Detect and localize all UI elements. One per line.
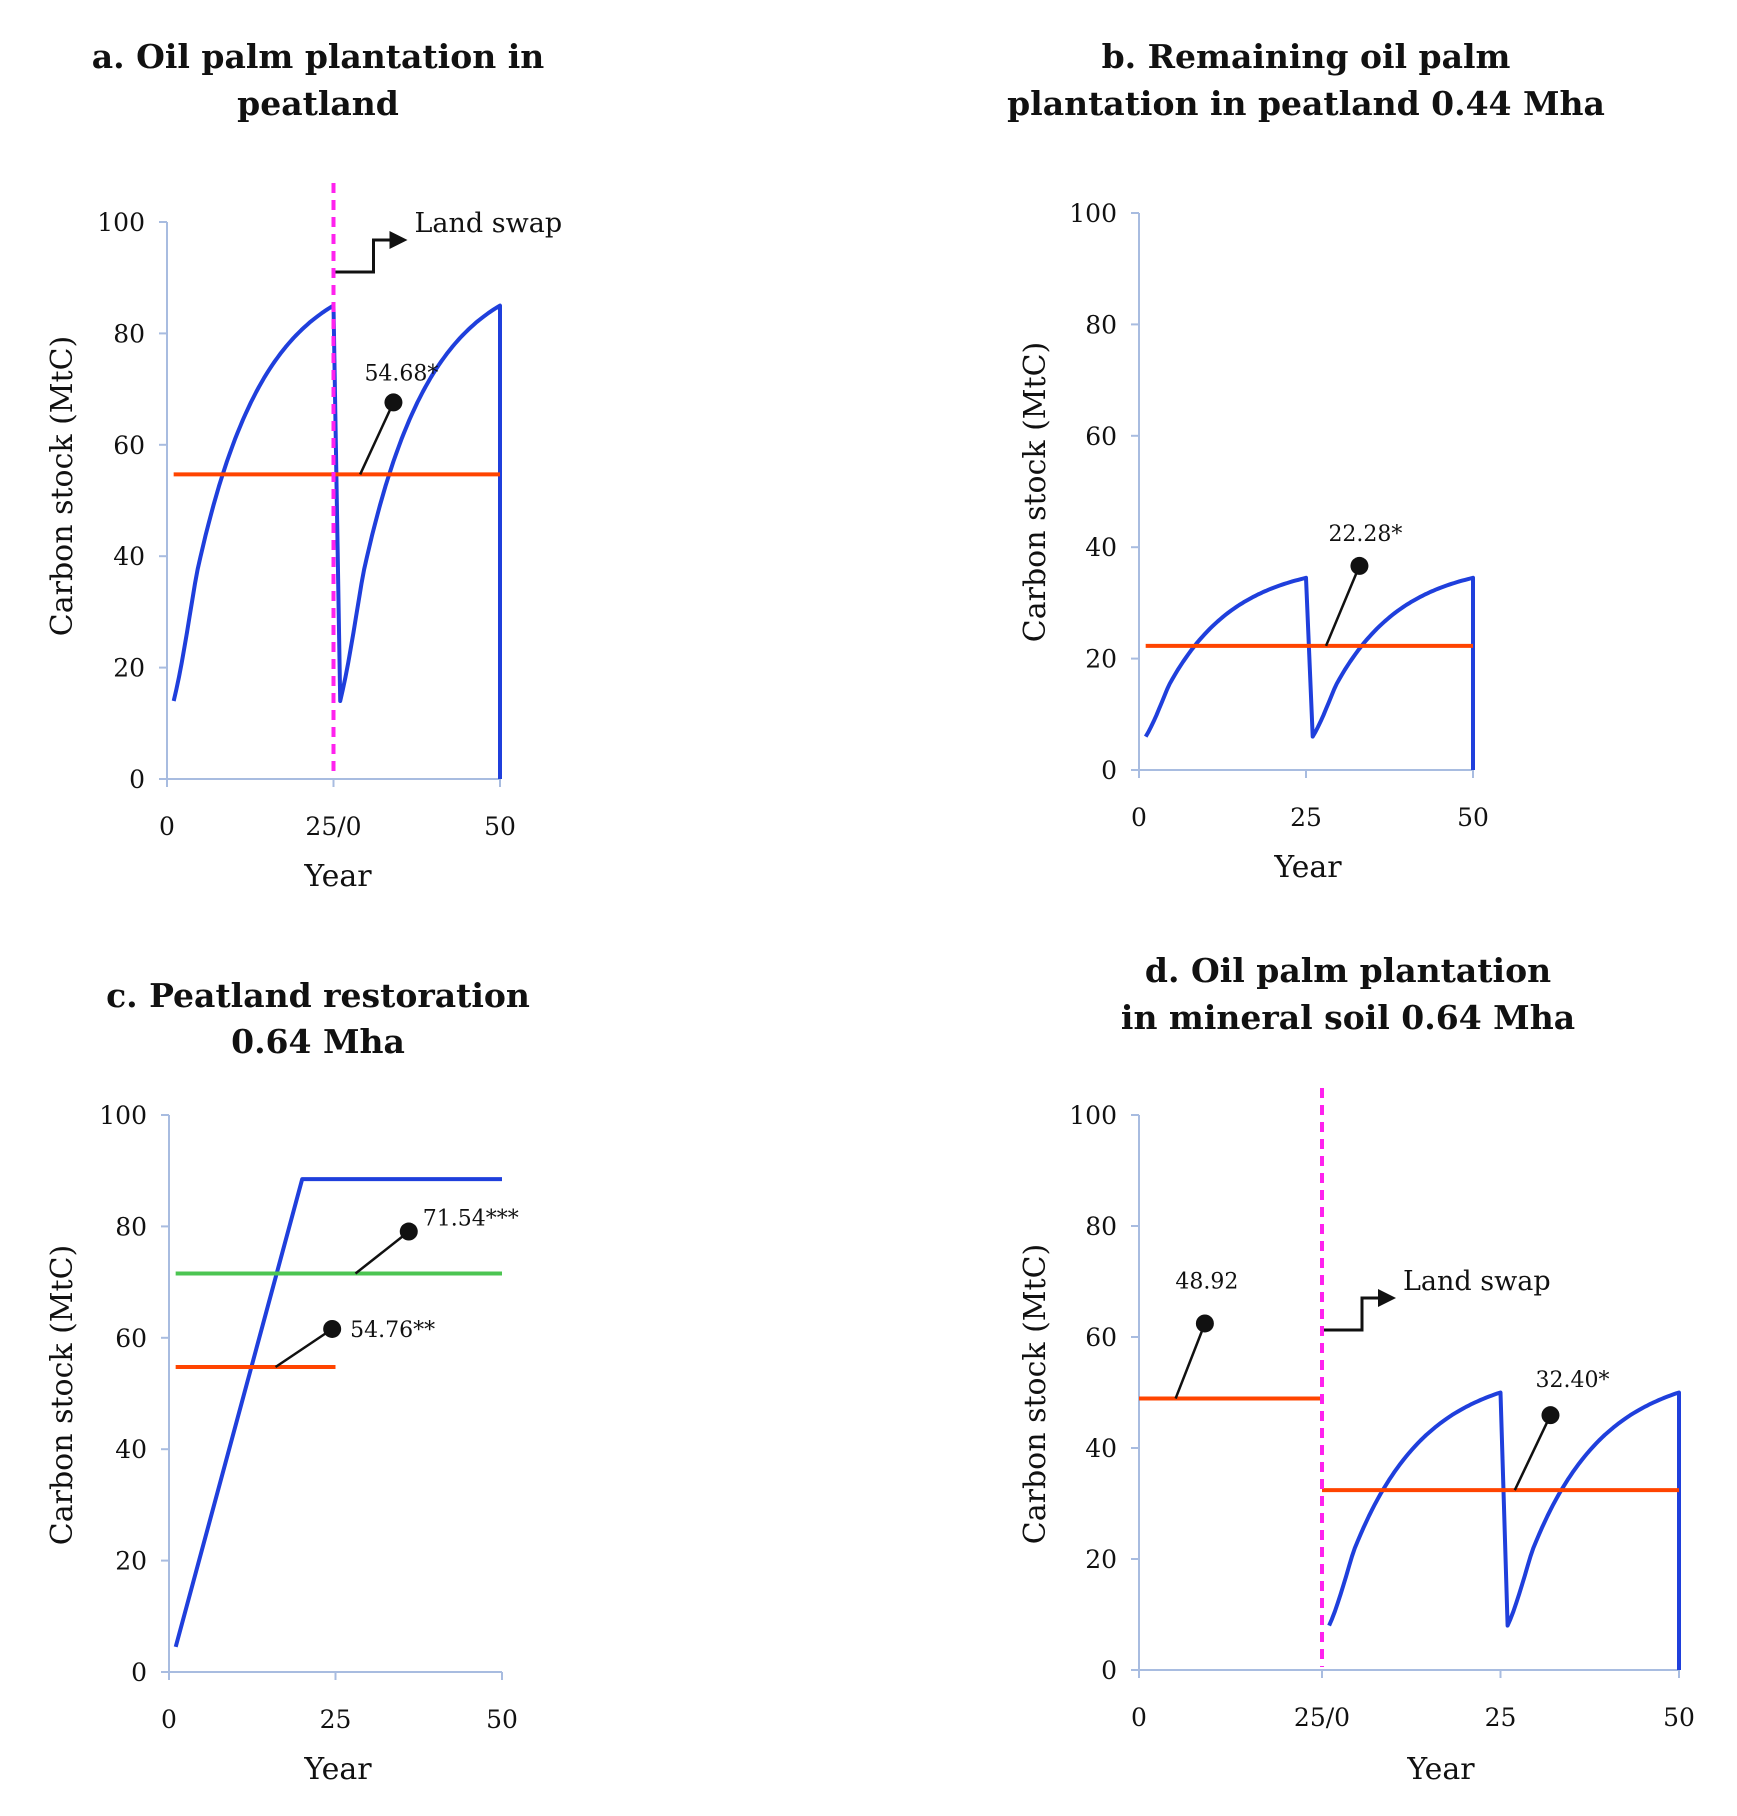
y-tick-label: 0 (1101, 1656, 1117, 1685)
y-tick-label: 40 (1085, 533, 1117, 562)
panel-a: a. Oil palm plantation in peatland 0 20 40 60… (45, 37, 562, 894)
y-tick-label: 100 (1069, 1101, 1117, 1130)
series-line (173, 1177, 502, 1648)
land-swap-arrow (1324, 1296, 1380, 1332)
callout-line (1513, 1414, 1552, 1491)
callout-line (354, 1230, 410, 1275)
x-tick-label: 50 (1663, 1703, 1695, 1732)
y-tick-label: 0 (129, 765, 145, 794)
chart-title-line: a. Oil palm plantation in (92, 37, 544, 76)
x-tick-label: 50 (486, 1705, 518, 1734)
y-tick-label: 100 (97, 208, 145, 237)
chart-title-line: 0.64 Mha (231, 1022, 405, 1061)
mean-label: 32.40* (1535, 1368, 1609, 1393)
callout-line (1174, 1323, 1207, 1399)
x-tick-label: 25 (1485, 1703, 1517, 1732)
panel-d: d. Oil palm plantation in mineral soil 0.… (1018, 951, 1695, 1787)
x-axis-label: Year (303, 859, 372, 894)
y-tick-label: 20 (113, 654, 145, 683)
chart-title-line: b. Remaining oil palm (1102, 37, 1511, 76)
x-tick-label: 25 (1290, 803, 1322, 832)
series-line (1327, 1390, 1681, 1670)
y-tick-label: 100 (99, 1101, 147, 1130)
y-tick-label: 20 (1085, 1545, 1117, 1574)
y-tick-label: 80 (1085, 1212, 1117, 1241)
y-tick-label: 80 (115, 1212, 147, 1241)
y-tick-label: 0 (1101, 756, 1117, 785)
mean-label: 71.54*** (423, 1207, 519, 1232)
mean-label: 54.68* (364, 361, 438, 386)
panel-b: b. Remaining oil palm plantation in peatl… (1007, 37, 1605, 885)
y-tick-label: 40 (113, 542, 145, 571)
callout-line (274, 1327, 333, 1369)
callout-line (359, 401, 395, 475)
x-axis-label: Year (303, 1752, 372, 1787)
callout-dot (399, 1222, 418, 1241)
y-axis-label: Carbon stock (MtC) (1018, 1244, 1053, 1544)
land-swap-arrowhead (1378, 1289, 1396, 1307)
x-axis-label: Year (1406, 1752, 1475, 1787)
callout-dot (1350, 556, 1369, 575)
chart-title-line: plantation in peatland 0.44 Mha (1007, 84, 1605, 123)
x-tick-label: 50 (484, 812, 516, 841)
x-tick-label: 0 (1131, 1703, 1147, 1732)
callout-dot (384, 393, 403, 412)
x-tick-label: 0 (161, 1705, 177, 1734)
land-swap-label: Land swap (415, 208, 563, 239)
y-tick-label: 0 (131, 1658, 147, 1687)
y-axis-label: Carbon stock (MtC) (45, 1245, 80, 1545)
x-tick-label: 0 (159, 812, 175, 841)
series-line (171, 303, 502, 779)
x-axis-label: Year (1273, 850, 1342, 885)
mean-label: 22.28* (1328, 522, 1402, 547)
chart-title-line: c. Peatland restoration (106, 976, 530, 1015)
y-tick-label: 40 (1085, 1434, 1117, 1463)
y-tick-label: 20 (115, 1547, 147, 1576)
x-tick-label: 25 (320, 1705, 352, 1734)
land-swap-arrowhead (389, 231, 408, 249)
y-tick-label: 60 (1085, 1323, 1117, 1352)
y-tick-label: 100 (1069, 199, 1117, 228)
y-tick-label: 80 (1085, 310, 1117, 339)
callout-line (1324, 565, 1361, 647)
series-line (1143, 575, 1475, 770)
x-tick-label: 50 (1457, 803, 1489, 832)
chart-title-line: peatland (237, 84, 399, 123)
chart-title-line: d. Oil palm plantation (1145, 951, 1551, 990)
mean-label: 48.92 (1175, 1269, 1238, 1294)
y-axis-label: Carbon stock (MtC) (1018, 342, 1053, 642)
panel-c: c. Peatland restoration 0.64 Mha 0 20 40 60 80… (45, 976, 530, 1787)
mean-label: 54.76** (350, 1318, 435, 1343)
y-tick-label: 60 (113, 431, 145, 460)
land-swap-label: Land swap (1403, 1266, 1551, 1297)
y-tick-label: 60 (1085, 422, 1117, 451)
x-tick-label: 0 (1131, 803, 1147, 832)
y-tick-label: 80 (113, 319, 145, 348)
land-swap-arrow (335, 238, 392, 274)
y-tick-label: 60 (115, 1324, 147, 1353)
y-tick-label: 40 (115, 1435, 147, 1464)
y-tick-label: 20 (1085, 645, 1117, 674)
callout-dot (1195, 1314, 1214, 1333)
callout-dot (323, 1319, 342, 1338)
x-tick-label: 25/0 (305, 812, 361, 841)
x-tick-label: 25/0 (1294, 1703, 1350, 1732)
chart-title-line: in mineral soil 0.64 Mha (1121, 998, 1575, 1037)
callout-dot (1541, 1406, 1560, 1425)
y-axis-label: Carbon stock (MtC) (45, 336, 80, 636)
